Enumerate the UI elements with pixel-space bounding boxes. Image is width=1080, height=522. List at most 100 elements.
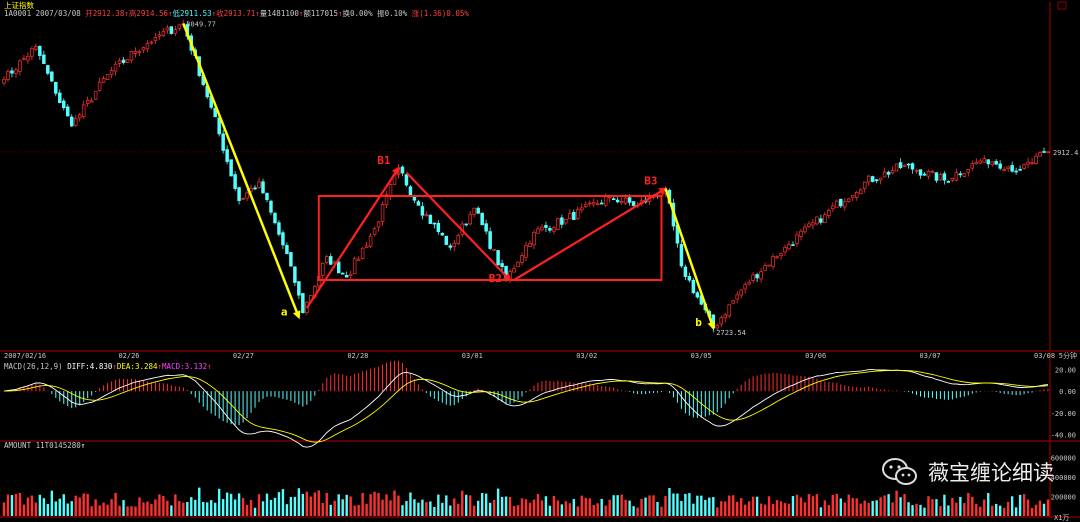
amount-bar xyxy=(995,503,998,516)
header-segment: 量1481100 xyxy=(259,9,299,18)
amount-bar xyxy=(915,503,918,516)
amount-bar xyxy=(979,506,982,516)
candle-body xyxy=(982,158,986,163)
candle-body xyxy=(448,245,453,248)
candle-body xyxy=(432,222,437,225)
amount-bar xyxy=(166,500,169,516)
amount-y-tick: 400000 xyxy=(1051,474,1076,482)
macd-y-tick: -20.00 xyxy=(1051,410,1076,418)
candle-body xyxy=(767,264,771,267)
candle-body xyxy=(950,178,955,181)
candle-body xyxy=(866,175,871,183)
amount-bar xyxy=(409,492,412,516)
amount-bar xyxy=(421,499,424,516)
candle-body xyxy=(472,207,476,215)
candle-body xyxy=(137,51,142,54)
candle-body xyxy=(811,222,815,226)
amount-bar xyxy=(30,495,34,516)
candle-body xyxy=(73,118,78,126)
amount-bar xyxy=(855,498,858,516)
amount-bar xyxy=(763,504,767,516)
amount-y-tick: 600000 xyxy=(1051,455,1076,463)
amount-bar xyxy=(636,507,639,516)
amount-bar xyxy=(991,505,994,516)
candle-body xyxy=(376,221,381,228)
amount-bar xyxy=(186,502,189,516)
header-segment: ↑ xyxy=(338,9,343,18)
amount-bar xyxy=(771,503,775,516)
amount-bar xyxy=(78,497,81,516)
amount-bar xyxy=(289,496,293,516)
candle-body xyxy=(440,232,445,236)
candle-body xyxy=(237,187,241,202)
amount-bar xyxy=(190,497,193,516)
amount-bar xyxy=(875,500,878,516)
candle-body xyxy=(727,304,731,317)
amount-bar xyxy=(385,494,388,516)
candle-body xyxy=(241,198,245,200)
amount-bar xyxy=(823,500,827,516)
amount-bar xyxy=(592,505,595,516)
amount-bar xyxy=(333,500,336,516)
header-segment: MACD(26,12,9) xyxy=(4,362,63,371)
amount-bar xyxy=(433,506,436,516)
amount-bar xyxy=(739,498,743,516)
candle-body xyxy=(572,211,576,220)
candle-body xyxy=(524,245,528,258)
amount-bar xyxy=(520,498,524,516)
candle-body xyxy=(926,170,931,177)
amount-bar xyxy=(445,495,448,516)
header-segment: 1A0001 2007/03/08 xyxy=(4,9,81,18)
candle-body xyxy=(986,159,990,165)
amount-bar xyxy=(664,496,667,516)
candle-body xyxy=(62,100,66,109)
candle-body xyxy=(723,314,727,319)
amount-bar xyxy=(488,502,492,516)
amount-bar xyxy=(1018,494,1022,516)
candle-body xyxy=(412,196,417,201)
amount-bar xyxy=(2,502,6,516)
amount-bar xyxy=(863,500,866,516)
amount-bar xyxy=(819,507,823,516)
amount-bar xyxy=(285,504,289,516)
candle-body xyxy=(301,293,305,314)
candle-body xyxy=(588,202,592,205)
header-segment: 开2912.38 xyxy=(80,9,125,18)
amount-bar xyxy=(548,505,552,516)
segment-arrow xyxy=(305,166,400,309)
amount-bar xyxy=(967,493,970,516)
amount-bar xyxy=(210,500,213,516)
amount-bar xyxy=(791,496,795,516)
candle-body xyxy=(958,173,963,176)
amount-bar xyxy=(449,505,452,516)
amount-bar xyxy=(42,498,46,516)
amount-bar xyxy=(939,506,942,516)
amount-bar xyxy=(118,505,121,516)
amount-bar xyxy=(648,495,651,516)
header-segment: 额117015 xyxy=(303,9,338,18)
amount-bar xyxy=(971,496,974,516)
amount-bar xyxy=(708,497,711,516)
amount-bar xyxy=(349,496,352,516)
amount-bar xyxy=(134,506,137,516)
amount-bar xyxy=(178,500,181,516)
x-tick-label: 02/27 xyxy=(233,352,254,360)
candle-body xyxy=(297,281,301,296)
amount-bar xyxy=(895,490,898,516)
amount-bar xyxy=(357,504,360,516)
candle-body xyxy=(946,181,951,183)
amount-bar xyxy=(245,504,249,516)
x-tick-label: 03/06 xyxy=(805,352,826,360)
candle-body xyxy=(954,172,959,181)
candle-body xyxy=(747,281,751,285)
amount-bar xyxy=(851,498,854,516)
amount-bar xyxy=(919,504,922,516)
amount-bar xyxy=(755,496,759,516)
header-segment: 收2913.71 xyxy=(216,9,256,18)
amount-bar xyxy=(194,499,197,516)
candle-body xyxy=(862,181,867,190)
amount-bar xyxy=(532,499,536,516)
amount-bar xyxy=(313,492,317,516)
candle-body xyxy=(878,177,883,181)
candle-body xyxy=(153,36,158,41)
